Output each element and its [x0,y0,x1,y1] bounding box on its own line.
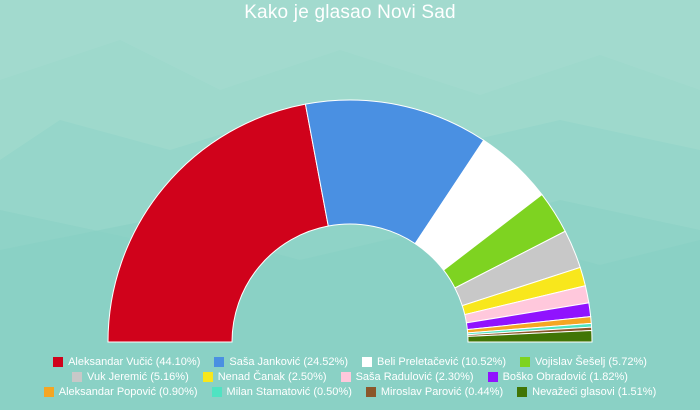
slice-1[interactable] [107,103,329,343]
slice-12[interactable] [467,329,593,343]
legend-swatch [72,372,83,382]
legend-row: Vuk Jeremić (5.16%) Nenad Čanak (2.50%) … [72,371,628,383]
legend-item[interactable]: Miroslav Parović (0.44%) [365,386,504,398]
legend-item[interactable]: Aleksandar Popović (0.90%) [43,386,198,398]
legend-swatch [340,372,351,382]
legend-item[interactable]: Beli Preletačević (10.52%) [362,356,506,368]
legend-item[interactable]: Saša Radulović (2.30%) [340,371,474,383]
legend-swatch [487,372,498,382]
legend-row: Aleksandar Vučić (44.10%) Saša Janković … [53,356,647,368]
legend-swatch [520,357,531,367]
legend-label: Milan Stamatović (0.50%) [226,386,352,398]
legend-row: Aleksandar Popović (0.90%) Milan Stamato… [43,386,656,398]
legend-swatch [365,387,376,397]
legend-label: Nevažeći glasovi (1.51%) [532,386,657,398]
legend-item[interactable]: Nenad Čanak (2.50%) [202,371,327,383]
legend-item[interactable]: Saša Janković (24.52%) [214,356,348,368]
chart-title: Kako je glasao Novi Sad [244,2,456,23]
legend-label: Beli Preletačević (10.52%) [377,356,507,368]
legend-label: Saša Radulović (2.30%) [355,371,474,383]
legend-swatch [211,387,222,397]
legend-item[interactable]: Milan Stamatović (0.50%) [211,386,352,398]
legend-label: Boško Obradović (1.82%) [502,371,628,383]
legend-label: Miroslav Parović (0.44%) [380,386,504,398]
legend-swatch [53,357,64,367]
legend-item[interactable]: Aleksandar Vučić (44.10%) [53,356,200,368]
legend-item[interactable]: Vojislav Šešelj (5.72%) [520,356,647,368]
legend-swatch [517,387,528,397]
legend-label: Aleksandar Vučić (44.10%) [68,356,201,368]
legend-swatch [362,357,372,367]
legend-item[interactable]: Nevažeći glasovi (1.51%) [517,386,656,398]
legend-item[interactable]: Vuk Jeremić (5.16%) [72,371,189,383]
legend-label: Vojislav Šešelj (5.72%) [535,356,647,368]
legend-swatch [202,372,213,382]
legend-label: Saša Janković (24.52%) [229,356,348,368]
legend-label: Nenad Čanak (2.50%) [217,371,327,383]
legend-swatch [43,387,54,397]
legend-label: Aleksandar Popović (0.90%) [58,386,198,398]
legend-item[interactable]: Boško Obradović (1.82%) [487,371,628,383]
legend: Aleksandar Vučić (44.10%) Saša Janković … [10,356,690,398]
legend-swatch [214,357,225,367]
legend-label: Vuk Jeremić (5.16%) [87,371,189,383]
